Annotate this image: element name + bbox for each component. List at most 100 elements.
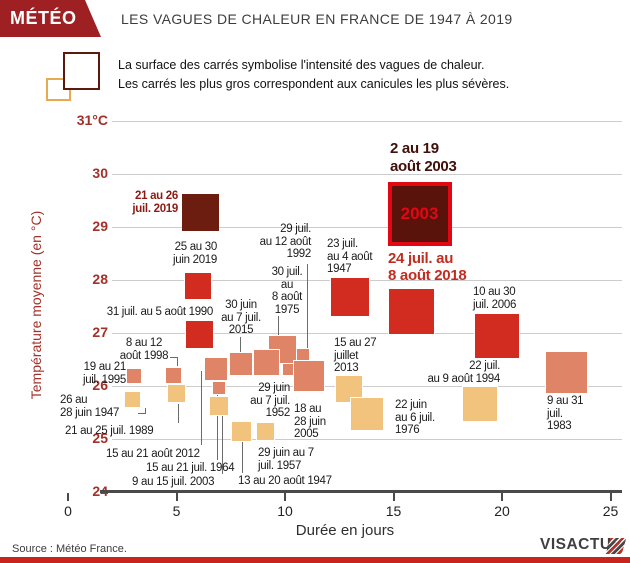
- wave-square-2003: 2003: [387, 181, 452, 246]
- x-tick-20: [501, 493, 503, 501]
- visactu-logo-text: VISACTU: [540, 536, 612, 553]
- wave-label-1995: 19 au 21 juil. 1995: [82, 361, 126, 386]
- wave-label-1947-juin: 26 au 28 juin 1947: [60, 394, 120, 419]
- x-tick-label-25: 25: [602, 503, 619, 519]
- wave-label-2006: 10 au 30 juil. 2006: [473, 286, 517, 311]
- wave-label-2019-juin: 25 au 30 juin 2019: [173, 241, 217, 266]
- page-title: LES VAGUES DE CHALEUR EN FRANCE DE 1947 …: [121, 10, 513, 27]
- wave-label-1989: 21 au 25 juil. 1989: [65, 425, 154, 437]
- wave-square-1964: [211, 381, 226, 396]
- x-tick-10: [284, 493, 286, 501]
- x-tick-15: [392, 493, 395, 501]
- connector-line-1989: [178, 404, 179, 423]
- connector-line-1975: [278, 316, 279, 336]
- wave-label-2005: 18 au 28 juin 2005: [294, 403, 326, 440]
- source-caption: Source : Météo France.: [12, 543, 127, 555]
- wave-label-2003b: 9 au 15 juil. 2003: [132, 476, 215, 488]
- wave-label-1947-juil: 23 juil. au 4 août 1947: [327, 238, 373, 275]
- wave-square-2018: [388, 288, 436, 336]
- wave-square-1995: [126, 367, 143, 384]
- gridline-25: [112, 439, 622, 440]
- x-axis-title: Durée en jours: [295, 522, 395, 539]
- wave-label-1994: 22 juil. au 9 août 1994: [427, 360, 500, 385]
- wave-square-1947-juil: [330, 276, 371, 317]
- wave-square-1976: [350, 397, 385, 432]
- wave-square-inner-label-2003: 2003: [400, 203, 439, 223]
- wave-label-1964: 15 au 21 juil. 1964: [146, 462, 235, 474]
- wave-label-2015: 30 juin au 7 juil. 2015: [221, 299, 261, 336]
- y-tick-label-31: 31°C: [76, 112, 108, 128]
- wave-label-2019-juil: 21 au 26 juil. 2019: [132, 190, 178, 215]
- x-tick-5: [175, 493, 178, 501]
- y-tick-label-25: 25: [92, 430, 108, 446]
- wave-square-1947-juin: [123, 391, 141, 409]
- wave-square-2019-juil: [181, 194, 219, 232]
- wave-label-1952: 29 juin au 7 juil. 1952: [250, 382, 290, 419]
- wave-label-1992: 29 juil. au 12 août 1992: [259, 223, 312, 260]
- y-tick-label-24: 24: [48, 483, 108, 499]
- wave-label-1998: 8 au 12 août 1998: [119, 337, 169, 362]
- wave-square-2003b: [208, 396, 229, 417]
- wave-label-1983: 9 au 31 juil. 1983: [547, 395, 584, 432]
- wave-label-2012: 15 au 21 août 2012: [106, 448, 200, 460]
- wave-square-1994: [462, 386, 499, 423]
- gridline-29: [112, 227, 622, 228]
- connector-line-1998: [177, 357, 178, 366]
- legend-big-square-icon: [63, 52, 100, 90]
- x-tick-label-20: 20: [494, 503, 510, 519]
- bottom-red-bar: [0, 557, 630, 563]
- connector-line-1992: [307, 264, 308, 358]
- x-tick-label-5: 5: [172, 503, 181, 519]
- y-tick-label-29: 29: [92, 218, 108, 234]
- wave-label-1976: 22 juin au 6 juil. 1976: [395, 399, 435, 436]
- x-tick-label-10: 10: [277, 503, 293, 519]
- wave-square-2015: [228, 351, 253, 376]
- wave-square-2012: [203, 357, 228, 382]
- meteo-badge: MÉTÉO: [0, 0, 101, 37]
- legend-line-2: Les carrés les plus gros correspondent a…: [118, 76, 510, 91]
- connector-line-1964: [217, 394, 218, 460]
- wave-label-1975: 30 juil. au 8 août 1975: [271, 266, 303, 316]
- connector-line-1947-juin: [145, 408, 146, 413]
- wave-square-2006: [473, 313, 520, 360]
- legend-line-1: La surface des carrés symbolise l'intens…: [118, 58, 485, 72]
- y-tick-label-27: 27: [92, 324, 108, 340]
- wave-square-1952: [253, 348, 281, 376]
- gridline-30: [112, 174, 622, 175]
- x-tick-label-0: 0: [64, 503, 72, 519]
- connector-line-1947-aout: [242, 442, 243, 473]
- gridline-26: [112, 386, 622, 387]
- wave-square-1989: [167, 384, 186, 404]
- wave-square-1998: [164, 367, 182, 385]
- wave-square-1983: [544, 350, 588, 394]
- x-tick-25: [609, 493, 612, 501]
- wave-square-1947-aout: [231, 420, 253, 442]
- wave-square-1990: [184, 319, 214, 349]
- y-tick-label-30: 30: [92, 165, 108, 181]
- wave-square-2019-juin: [184, 272, 213, 301]
- connector-line-1947-juin: [138, 413, 146, 414]
- wave-label-1947-aout: 13 au 20 août 1947: [238, 475, 332, 487]
- connector-line-1998: [170, 357, 177, 358]
- wave-label-2003: 2 au 19 août 2003: [390, 140, 457, 175]
- x-tick-0: [67, 493, 69, 501]
- gridline-31: [112, 121, 622, 122]
- y-axis-title: Température moyenne (en °C): [28, 210, 44, 400]
- y-tick-label-28: 28: [92, 271, 108, 287]
- x-axis-line: [100, 490, 622, 493]
- connector-line-2003b: [222, 410, 223, 474]
- wave-square-1957: [255, 421, 275, 441]
- y-tick-label-26: 26: [92, 377, 108, 393]
- connector-line-2012: [201, 371, 202, 445]
- wave-label-2013: 15 au 27 juillet 2013: [334, 337, 377, 374]
- legend-text: La surface des carrés symbolise l'intens…: [118, 56, 509, 94]
- wave-square-2005: [292, 359, 325, 392]
- wave-label-1957: 29 juin au 7 juil. 1957: [258, 447, 314, 472]
- wave-label-1990: 31 juil. au 5 août 1990: [106, 306, 214, 318]
- connector-line-2015: [240, 337, 241, 352]
- gridline-27: [112, 333, 622, 334]
- x-tick-label-15: 15: [385, 503, 402, 519]
- wave-label-2018: 24 juil. au 8 août 2018: [388, 250, 467, 284]
